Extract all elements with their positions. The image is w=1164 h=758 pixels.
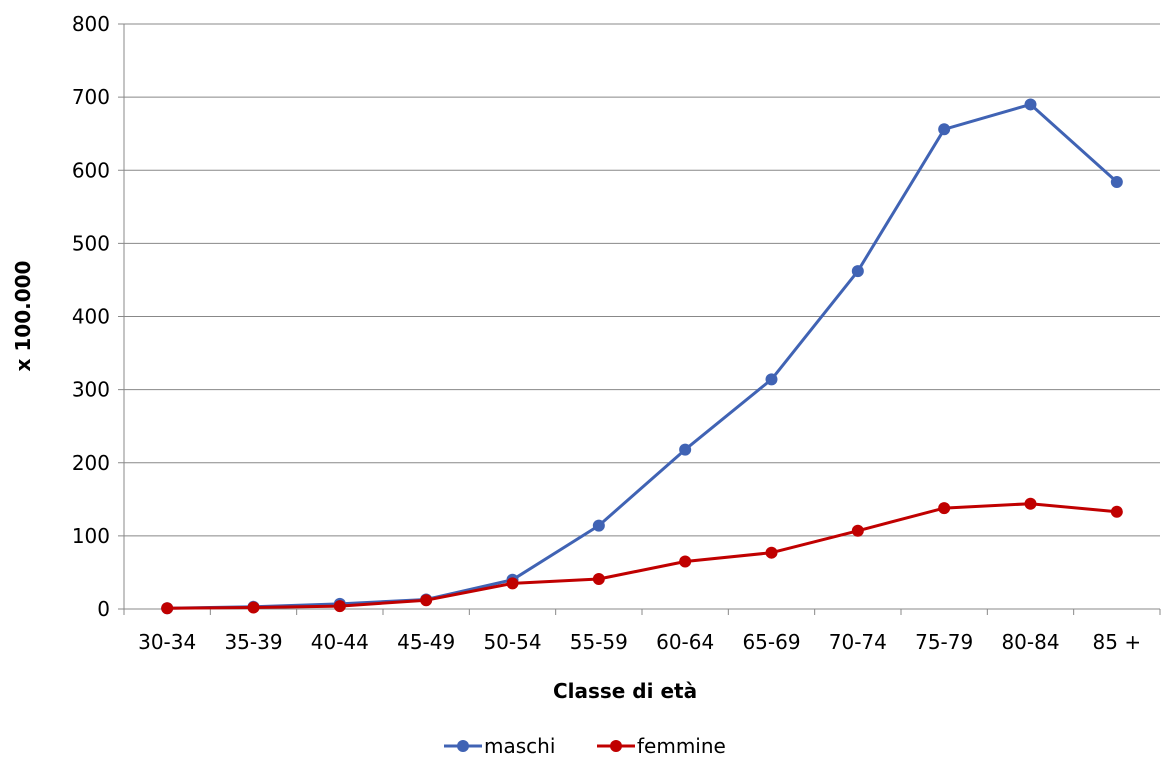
x-tick-label: 75-79 xyxy=(915,630,973,654)
data-point xyxy=(765,546,778,559)
legend-swatch-marker xyxy=(457,740,469,752)
data-point xyxy=(592,573,605,586)
series-line xyxy=(167,102,1118,610)
series-line xyxy=(167,502,1117,610)
data-point xyxy=(592,519,605,532)
data-point xyxy=(851,524,864,537)
x-tick-label: 55-59 xyxy=(570,630,628,654)
x-tick-label: 40-44 xyxy=(311,630,369,654)
data-point xyxy=(247,601,260,614)
y-tick-label: 700 xyxy=(72,85,110,109)
x-tick-label: 70-74 xyxy=(829,630,887,654)
x-tick-label: 50-54 xyxy=(483,630,541,654)
data-point xyxy=(1024,98,1037,111)
x-axis-title: Classe di età xyxy=(553,679,697,703)
x-tick-label: 35-39 xyxy=(224,630,282,654)
y-tick-label: 500 xyxy=(72,231,110,255)
y-tick-label: 200 xyxy=(72,451,110,475)
legend-item-maschi: maschi xyxy=(444,734,555,758)
legend-swatch-marker xyxy=(610,740,622,752)
x-tick-label: 80-84 xyxy=(1001,630,1059,654)
data-point xyxy=(679,443,692,456)
gridlines xyxy=(124,23,1160,537)
data-point xyxy=(420,594,433,607)
legend-item-femmine: femmine xyxy=(597,734,726,758)
data-point xyxy=(679,555,692,568)
y-tick-label: 300 xyxy=(72,378,110,402)
y-tick-label: 400 xyxy=(72,305,110,329)
legend: maschi femmine xyxy=(444,734,726,758)
data-point xyxy=(938,123,951,136)
y-tick-label: 100 xyxy=(72,524,110,548)
data-point xyxy=(333,600,346,613)
series xyxy=(161,98,1123,615)
x-tick-label: 65-69 xyxy=(742,630,800,654)
y-tick-label: 0 xyxy=(97,597,110,621)
data-point xyxy=(765,373,778,386)
series-maschi xyxy=(161,98,1123,615)
y-tick-label: 600 xyxy=(72,158,110,182)
x-tick-label: 30-34 xyxy=(138,630,196,654)
legend-label: femmine xyxy=(637,734,726,758)
data-point xyxy=(938,502,951,515)
series-femmine xyxy=(161,497,1123,615)
data-point xyxy=(1110,175,1123,188)
axes: 0 100 200 300 400 500 600 700 800 30-34 35-39 40-44… xyxy=(72,12,1161,654)
y-tick-label: 800 xyxy=(72,12,110,36)
y-axis-title: x 100.000 xyxy=(11,261,35,372)
data-point xyxy=(1110,505,1123,518)
data-point xyxy=(506,577,519,590)
data-point xyxy=(161,602,174,615)
x-tick-label: 60-64 xyxy=(656,630,714,654)
legend-label: maschi xyxy=(484,734,555,758)
data-point xyxy=(1024,497,1037,510)
x-tick-label: 45-49 xyxy=(397,630,455,654)
data-point xyxy=(851,265,864,278)
x-tick-label: 85 + xyxy=(1093,630,1142,654)
